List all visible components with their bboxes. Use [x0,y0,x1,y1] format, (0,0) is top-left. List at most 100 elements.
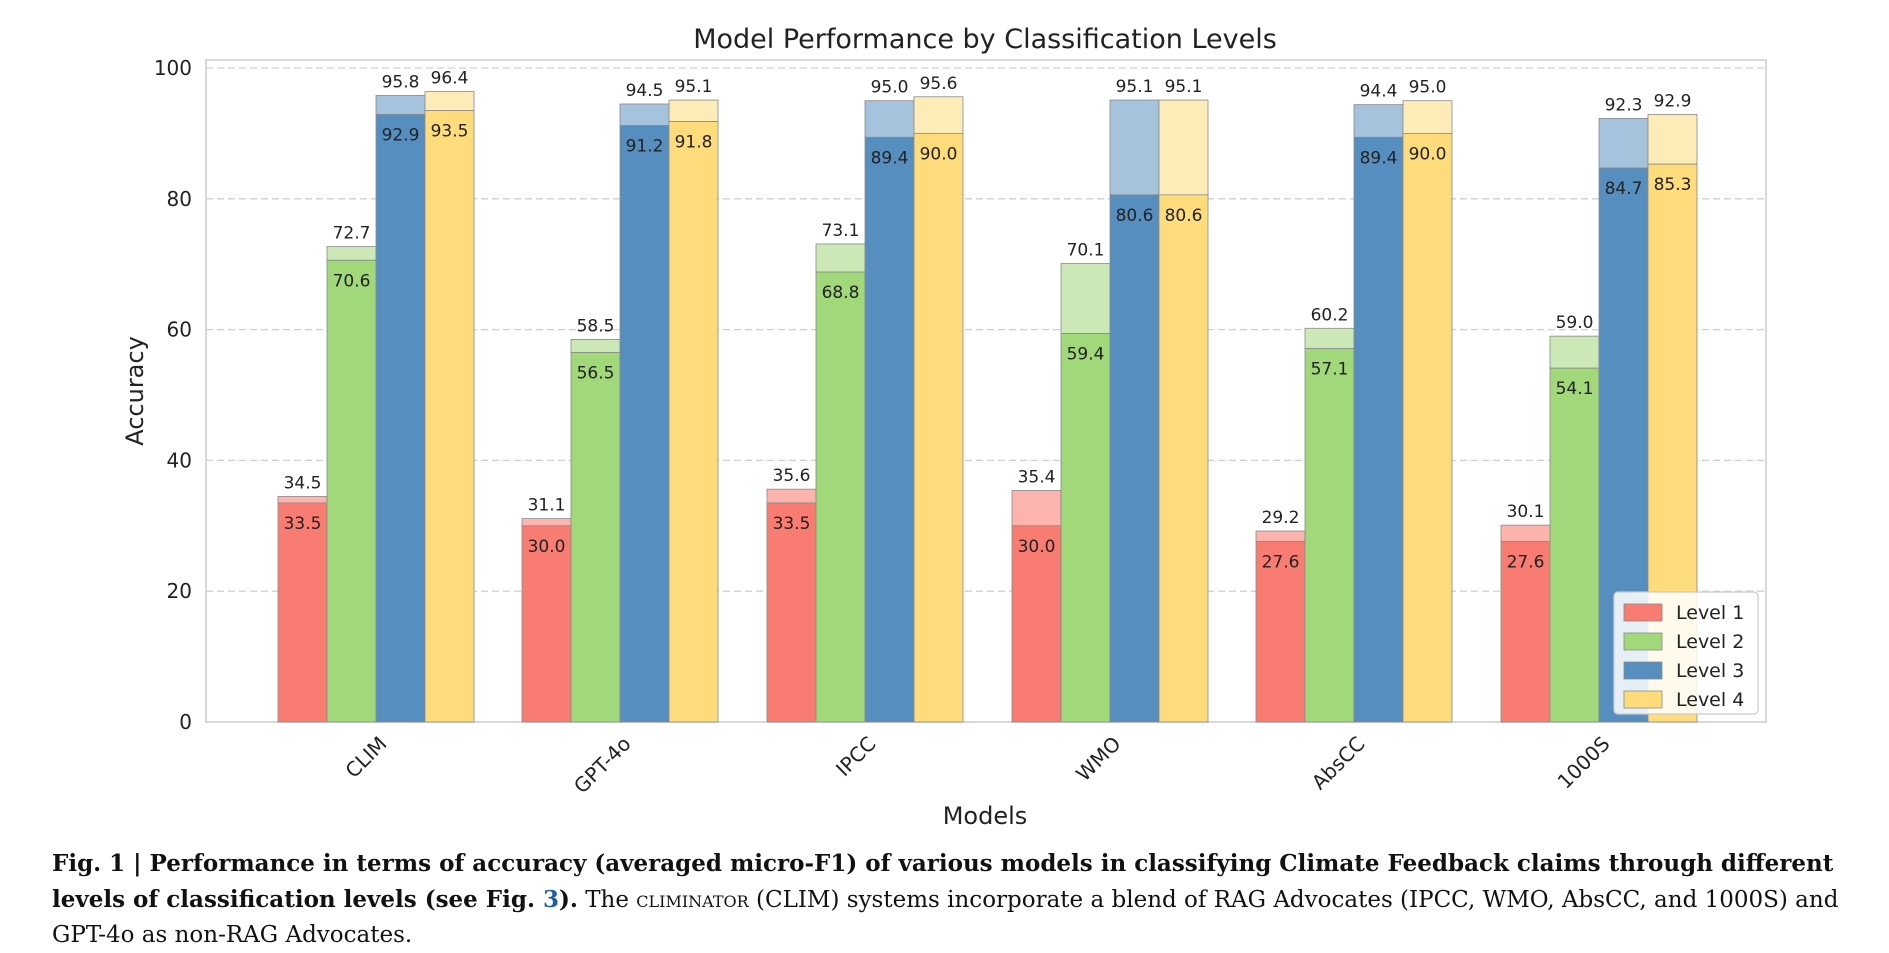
data-label-value: 30.0 [1018,537,1056,557]
bar-upper-segment [1598,117,1649,169]
data-label-value: 27.6 [1262,552,1300,572]
data-label-value: 93.5 [431,122,469,142]
bar [277,502,328,723]
bar-upper-segment [766,488,817,504]
legend-label: Level 3 [1676,660,1744,682]
data-label-upper: 95.8 [382,72,420,92]
data-label-value: 57.1 [1311,360,1349,380]
bar [864,136,915,723]
bar [424,110,475,723]
y-tick-label: 0 [179,710,192,734]
legend-swatch [1623,661,1663,680]
figure-caption: Fig. 1 | Performance in terms of accurac… [52,846,1852,953]
legend-swatch [1623,632,1663,651]
bar [1304,348,1355,723]
y-tick-label: 60 [167,318,192,342]
bar-upper-segment [326,246,377,261]
caption-fig-label: Fig. 1 | Performance in terms of accurac… [52,850,1834,913]
x-axis-label: Models [943,802,1028,830]
data-label-value: 90.0 [1409,144,1447,164]
data-label-upper: 95.6 [920,74,958,94]
data-label-value: 59.4 [1067,345,1105,365]
chart-title: Model Performance by Classification Leve… [693,24,1277,55]
data-label-upper: 95.1 [1165,77,1203,97]
bar-upper-segment [277,495,328,504]
bar-upper-segment [668,99,719,123]
bar-upper-segment [1549,335,1600,369]
bar [766,502,817,723]
data-label-value: 33.5 [773,514,811,534]
bar-upper-segment [1011,490,1062,527]
data-label-value: 92.9 [382,125,420,145]
y-axis-label: Accuracy [121,336,149,446]
legend-label: Level 1 [1676,602,1744,624]
legend-label: Level 4 [1676,689,1744,711]
data-label-upper: 95.0 [1409,78,1447,98]
bar-upper-segment [1353,104,1404,138]
data-label-value: 80.6 [1116,206,1154,226]
x-tick-label: 1000S [1553,732,1615,794]
data-label-upper: 72.7 [333,224,371,244]
bar [1353,136,1404,723]
data-label-value: 33.5 [284,514,322,534]
bar [326,259,377,723]
data-label-upper: 34.5 [284,473,322,493]
bar-upper-segment [619,103,670,126]
bar-upper-segment [815,243,866,273]
legend-swatch [1623,603,1663,622]
data-labels: 34.5 33.5 72.7 70.6 95.8 92.9 96.4 93.5 31.1 30.0… [284,69,1692,573]
bar [1500,541,1551,723]
bar [1402,132,1453,723]
data-label-upper: 70.1 [1067,241,1105,261]
data-label-upper: 94.4 [1360,82,1398,102]
bar-upper-segment [424,91,475,111]
bar [1060,333,1111,723]
x-tick-label: WMO [1071,732,1125,786]
bar [1109,194,1160,723]
data-label-value: 27.6 [1507,552,1545,572]
y-tick-label: 80 [167,187,192,211]
data-label-upper: 58.5 [577,316,615,336]
bar-upper-segment [913,96,964,134]
data-label-value: 89.4 [871,148,909,168]
y-tick-labels: 0 20 40 60 80 100 [154,56,192,734]
bar-upper-segment [1158,99,1209,196]
bar [668,121,719,723]
bar-upper-segment [1109,99,1160,196]
plot-frame [205,59,1767,723]
data-label-value: 68.8 [822,283,860,303]
bar-upper-segment [1060,263,1111,334]
data-label-value: 91.8 [675,133,713,153]
legend-box [1613,591,1759,715]
data-label-value: 84.7 [1605,179,1643,199]
caption-climinator: climinator [636,887,749,913]
data-label-value: 30.0 [528,537,566,557]
bar-upper-segment [1500,524,1551,542]
data-label-upper: 95.1 [1116,77,1154,97]
bar [521,525,572,723]
bar-upper-segment [864,100,915,138]
bar-upper-segment [521,518,572,527]
legend-swatch [1623,690,1663,709]
data-label-upper: 35.4 [1018,467,1056,487]
bar [570,352,621,723]
data-label-value: 70.6 [333,271,371,291]
y-tick-label: 20 [167,579,192,603]
caption-fig-close: ). [559,886,578,913]
data-label-upper: 94.5 [626,81,664,101]
data-label-upper: 35.6 [773,466,811,486]
data-label-value: 54.1 [1556,379,1594,399]
data-label-upper: 95.0 [871,78,909,98]
caption-fig-ref-link[interactable]: 3 [542,886,559,913]
bar-upper-segment [570,339,621,353]
bar-upper-segment [1647,114,1698,165]
bar-upper-segment [1402,100,1453,134]
x-tick-label: GPT-4o [569,732,636,799]
data-label-value: 91.2 [626,137,664,157]
x-tick-labels: CLIM GPT-4o IPCC WMO AbsCC 1000S [340,732,1614,799]
data-label-upper: 96.4 [431,69,469,89]
caption-text-a: The [577,887,637,913]
legend: Level 1 Level 2 Level 3 Level 4 [1613,591,1759,715]
bar [815,271,866,723]
data-label-upper: 73.1 [822,221,860,241]
